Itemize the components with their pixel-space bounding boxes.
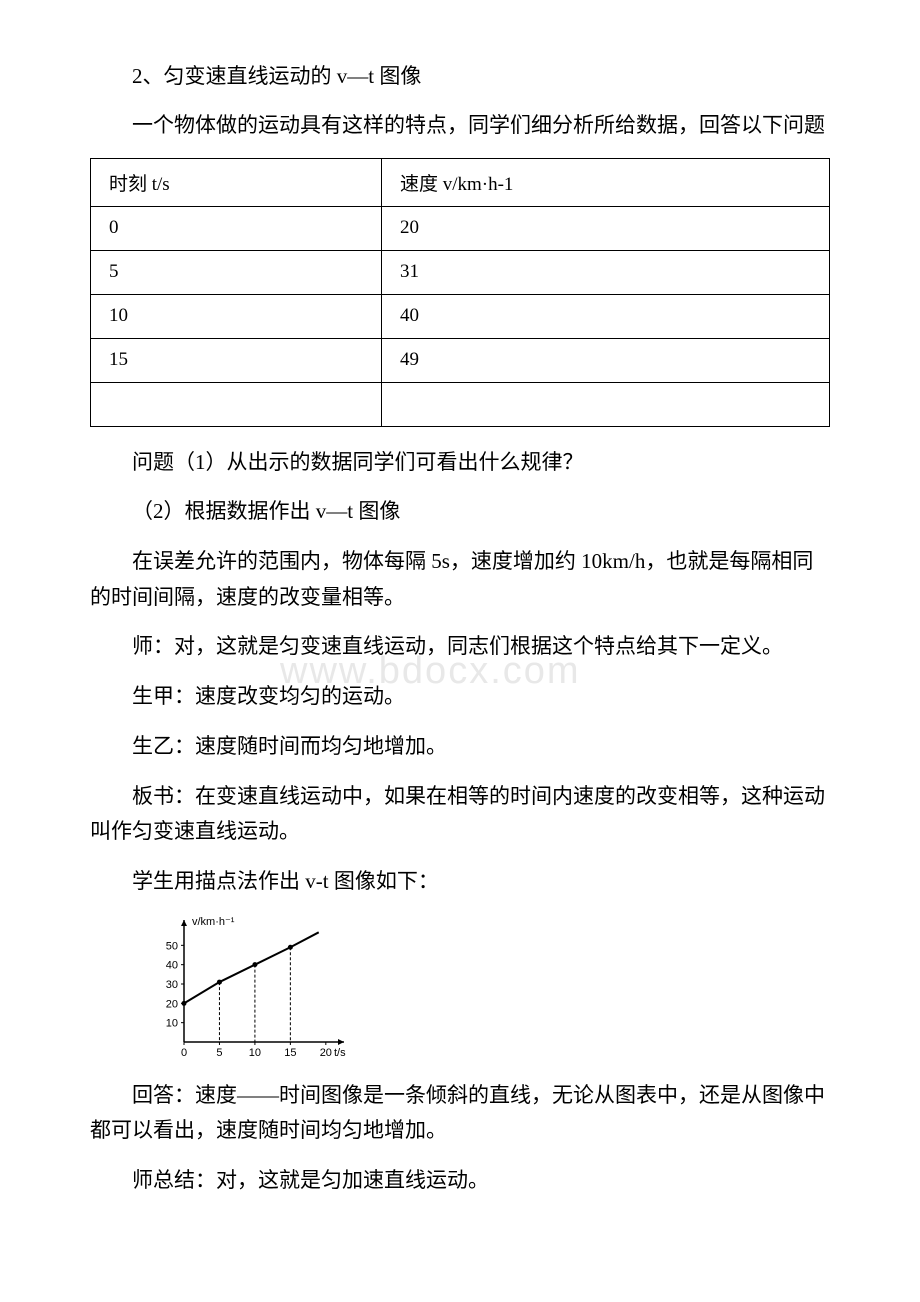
- paragraph: 生甲：速度改变均匀的运动。: [90, 679, 830, 715]
- table-cell: 20: [381, 206, 829, 250]
- svg-text:5: 5: [216, 1047, 222, 1059]
- chart-svg: 10 20 30 40 50 0 5 10 15 20 v/km·h⁻¹ t/s: [150, 914, 350, 1064]
- table-cell: 15: [91, 338, 382, 382]
- data-table: 时刻 t/s 速度 v/km·h-1 0 20 5 31 10 40 15 49: [90, 158, 830, 427]
- paragraph: 板书：在变速直线运动中，如果在相等的时间内速度的改变相等，这种运动叫作匀变速直线…: [90, 779, 830, 850]
- table-cell: [91, 382, 382, 426]
- svg-text:0: 0: [181, 1047, 187, 1059]
- svg-text:50: 50: [166, 940, 178, 952]
- table-cell: 时刻 t/s: [91, 158, 382, 206]
- svg-text:20: 20: [166, 998, 178, 1010]
- svg-text:15: 15: [284, 1047, 296, 1059]
- paragraph: 在误差允许的范围内，物体每隔 5s，速度增加约 10km/h，也就是每隔相同的时…: [90, 544, 830, 615]
- table-row: 10 40: [91, 294, 830, 338]
- section-heading: 2、匀变速直线运动的 v—t 图像: [90, 60, 830, 90]
- intro-paragraph: 一个物体做的运动具有这样的特点，同学们细分析所给数据，回答以下问题: [90, 108, 830, 144]
- table-cell: 0: [91, 206, 382, 250]
- paragraph: 师：对，这就是匀变速直线运动，同志们根据这个特点给其下一定义。: [90, 629, 830, 665]
- svg-text:10: 10: [166, 1017, 178, 1029]
- paragraph: 学生用描点法作出 v-t 图像如下：: [90, 864, 830, 900]
- table-row: 0 20: [91, 206, 830, 250]
- table-row: 时刻 t/s 速度 v/km·h-1: [91, 158, 830, 206]
- table-cell: 49: [381, 338, 829, 382]
- svg-text:t/s: t/s: [334, 1047, 346, 1059]
- question-1: 问题（1）从出示的数据同学们可看出什么规律？: [90, 445, 830, 481]
- svg-text:20: 20: [320, 1047, 332, 1059]
- table-cell: 10: [91, 294, 382, 338]
- table-cell: 40: [381, 294, 829, 338]
- paragraph: 师总结：对，这就是匀加速直线运动。: [90, 1163, 830, 1199]
- paragraph: 回答：速度——时间图像是一条倾斜的直线，无论从图表中，还是从图像中都可以看出，速…: [90, 1078, 830, 1149]
- svg-text:10: 10: [249, 1047, 261, 1059]
- question-2: （2）根据数据作出 v—t 图像: [90, 494, 830, 530]
- table-row: [91, 382, 830, 426]
- table-row: 5 31: [91, 250, 830, 294]
- table-cell: 5: [91, 250, 382, 294]
- svg-text:30: 30: [166, 979, 178, 991]
- table-cell: 31: [381, 250, 829, 294]
- paragraph: 生乙：速度随时间而均匀地增加。: [90, 729, 830, 765]
- table-row: 15 49: [91, 338, 830, 382]
- svg-text:v/km·h⁻¹: v/km·h⁻¹: [192, 916, 235, 928]
- vt-chart: 10 20 30 40 50 0 5 10 15 20 v/km·h⁻¹ t/s: [150, 914, 830, 1064]
- table-cell: 速度 v/km·h-1: [381, 158, 829, 206]
- table-cell: [381, 382, 829, 426]
- svg-text:40: 40: [166, 959, 178, 971]
